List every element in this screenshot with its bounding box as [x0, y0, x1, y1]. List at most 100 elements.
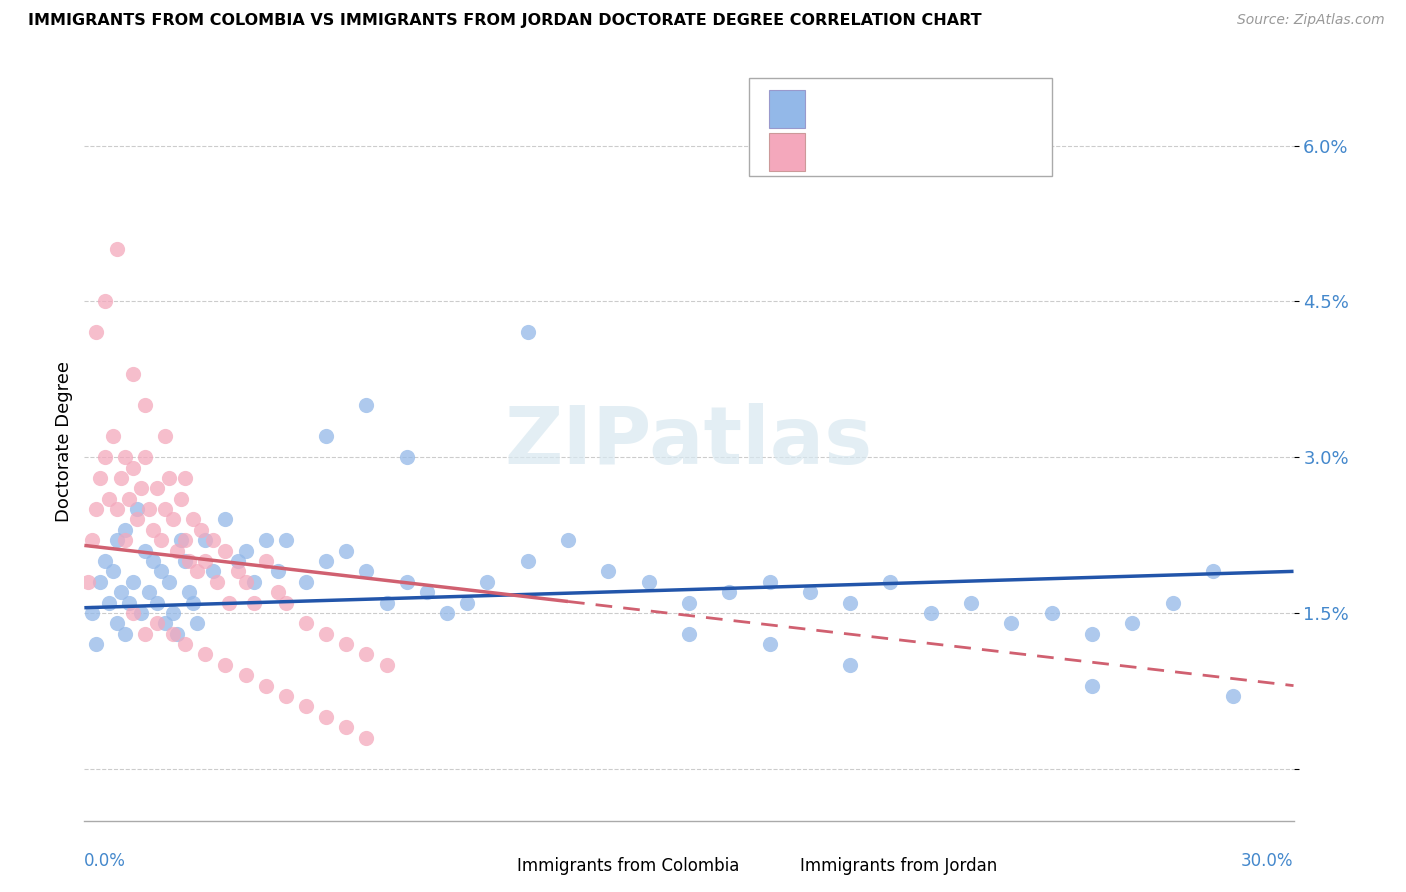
- Point: [146, 481, 169, 495]
- Point: [416, 585, 439, 599]
- Point: [456, 595, 478, 609]
- Point: [190, 523, 212, 537]
- Point: [86, 502, 108, 516]
- Point: [153, 502, 176, 516]
- Point: [153, 429, 176, 443]
- Point: [1121, 616, 1143, 631]
- Point: [267, 585, 290, 599]
- Point: [138, 585, 160, 599]
- Point: [121, 606, 143, 620]
- Point: [839, 595, 862, 609]
- Point: [114, 626, 136, 640]
- Point: [162, 606, 184, 620]
- Point: [879, 574, 901, 589]
- Point: [295, 616, 318, 631]
- Point: [97, 595, 120, 609]
- Point: [186, 616, 208, 631]
- Point: [77, 574, 100, 589]
- Point: [149, 565, 172, 579]
- Point: [335, 720, 357, 734]
- Text: 0.0%: 0.0%: [84, 852, 127, 870]
- Point: [134, 543, 156, 558]
- Point: [356, 565, 378, 579]
- Point: [194, 648, 217, 662]
- Text: 30.0%: 30.0%: [1241, 852, 1294, 870]
- Point: [678, 626, 700, 640]
- Point: [1202, 565, 1225, 579]
- Point: [637, 574, 659, 589]
- Y-axis label: Doctorate Degree: Doctorate Degree: [55, 361, 73, 522]
- Point: [89, 471, 111, 485]
- Point: [718, 585, 741, 599]
- Point: [186, 565, 208, 579]
- Point: [356, 648, 378, 662]
- Point: [375, 657, 398, 672]
- FancyBboxPatch shape: [765, 854, 797, 881]
- Point: [315, 429, 337, 443]
- Point: [436, 606, 458, 620]
- Point: [170, 533, 193, 548]
- Point: [375, 595, 398, 609]
- Point: [105, 502, 128, 516]
- Point: [839, 657, 862, 672]
- Point: [235, 668, 257, 682]
- Point: [118, 491, 141, 506]
- Point: [149, 533, 172, 548]
- Text: Immigrants from Jordan: Immigrants from Jordan: [800, 857, 997, 875]
- Point: [1161, 595, 1184, 609]
- Point: [121, 367, 143, 381]
- Point: [226, 565, 249, 579]
- Point: [82, 606, 104, 620]
- Point: [121, 574, 143, 589]
- Point: [89, 574, 111, 589]
- Point: [194, 533, 217, 548]
- Point: [97, 491, 120, 506]
- Point: [179, 554, 201, 568]
- Point: [1040, 606, 1063, 620]
- Point: [110, 471, 132, 485]
- Point: [274, 689, 297, 703]
- Point: [202, 533, 225, 548]
- Point: [129, 481, 152, 495]
- Point: [920, 606, 942, 620]
- Point: [86, 326, 108, 340]
- Point: [235, 574, 257, 589]
- Point: [557, 533, 579, 548]
- Point: [516, 554, 538, 568]
- Point: [214, 543, 236, 558]
- Point: [166, 626, 188, 640]
- Point: [395, 450, 418, 464]
- Point: [218, 595, 240, 609]
- Point: [678, 595, 700, 609]
- Point: [295, 699, 318, 714]
- FancyBboxPatch shape: [769, 90, 806, 128]
- Text: Source: ZipAtlas.com: Source: ZipAtlas.com: [1237, 13, 1385, 28]
- Point: [114, 533, 136, 548]
- Point: [758, 637, 780, 651]
- Point: [295, 574, 318, 589]
- Point: [799, 585, 821, 599]
- Text: ZIPatlas: ZIPatlas: [505, 402, 873, 481]
- Point: [1000, 616, 1022, 631]
- Point: [86, 637, 108, 651]
- Point: [105, 533, 128, 548]
- Point: [335, 637, 357, 651]
- Point: [142, 554, 165, 568]
- Text: R = -0.057   N = 67: R = -0.057 N = 67: [818, 143, 990, 161]
- Text: R =  0.068   N = 75: R = 0.068 N = 75: [818, 101, 988, 119]
- Point: [758, 574, 780, 589]
- Point: [125, 502, 148, 516]
- Point: [315, 626, 337, 640]
- Point: [146, 595, 169, 609]
- Point: [134, 450, 156, 464]
- Point: [129, 606, 152, 620]
- Point: [134, 398, 156, 412]
- Point: [598, 565, 620, 579]
- Point: [202, 565, 225, 579]
- Point: [142, 523, 165, 537]
- Point: [121, 460, 143, 475]
- Point: [174, 533, 197, 548]
- Point: [356, 398, 378, 412]
- Point: [105, 616, 128, 631]
- Point: [315, 554, 337, 568]
